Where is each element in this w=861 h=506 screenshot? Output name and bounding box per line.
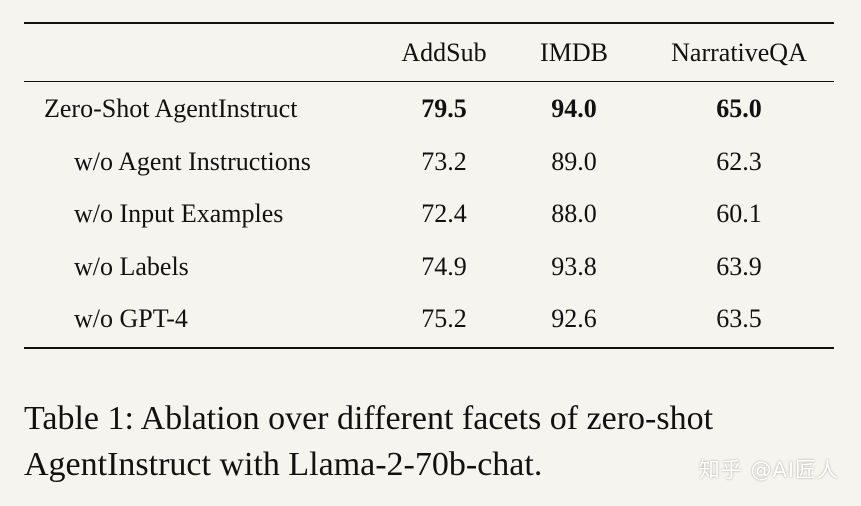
watermark: 知乎 @AI匠人 <box>698 458 839 482</box>
header-narrativeqa: NarrativeQA <box>671 37 807 67</box>
bottom-rule <box>24 346 834 349</box>
cell-addsub: 73.2 <box>421 146 467 176</box>
caption-line-2: AgentInstruct with Llama-2-70b-chat. <box>24 446 543 483</box>
cell-imdb: 94.0 <box>551 94 597 124</box>
cell-imdb: 93.8 <box>551 251 597 281</box>
row-label: w/o Labels <box>74 251 189 281</box>
cell-addsub: 72.4 <box>421 199 467 229</box>
row-label: w/o Input Examples <box>74 199 284 229</box>
table-header-row: AddSub IMDB NarrativeQA <box>24 24 834 81</box>
cell-imdb: 92.6 <box>551 304 597 334</box>
cell-addsub: 79.5 <box>421 94 467 124</box>
cell-addsub: 74.9 <box>421 251 467 281</box>
header-imdb: IMDB <box>540 37 608 67</box>
header-addsub: AddSub <box>401 37 487 67</box>
row-label: Zero-Shot AgentInstruct <box>44 94 298 124</box>
ablation-table: AddSub IMDB NarrativeQA Zero-Shot AgentI… <box>24 22 834 349</box>
cell-addsub: 75.2 <box>421 304 467 334</box>
table-row: w/o Input Examples 72.4 88.0 60.1 <box>24 188 834 241</box>
cell-narrativeqa: 62.3 <box>716 146 762 176</box>
table-body: Zero-Shot AgentInstruct 79.5 94.0 65.0 w… <box>24 82 834 347</box>
cell-narrativeqa: 60.1 <box>716 199 762 229</box>
cell-narrativeqa: 63.9 <box>716 251 762 281</box>
mid-rule <box>24 81 834 82</box>
row-label: w/o GPT-4 <box>74 304 188 334</box>
table-row: w/o Labels 74.9 93.8 63.9 <box>24 241 834 294</box>
cell-narrativeqa: 63.5 <box>716 304 762 334</box>
caption-line-1: Table 1: Ablation over different facets … <box>24 400 714 437</box>
top-rule <box>24 22 834 24</box>
cell-imdb: 89.0 <box>551 146 597 176</box>
cell-narrativeqa: 65.0 <box>716 94 762 124</box>
row-label: w/o Agent Instructions <box>74 146 311 176</box>
table-caption: Table 1: Ablation over different facets … <box>24 396 844 488</box>
table-row: Zero-Shot AgentInstruct 79.5 94.0 65.0 <box>24 83 834 136</box>
cell-imdb: 88.0 <box>551 199 597 229</box>
table-row: w/o Agent Instructions 73.2 89.0 62.3 <box>24 136 834 189</box>
table-row: w/o GPT-4 75.2 92.6 63.5 <box>24 293 834 346</box>
